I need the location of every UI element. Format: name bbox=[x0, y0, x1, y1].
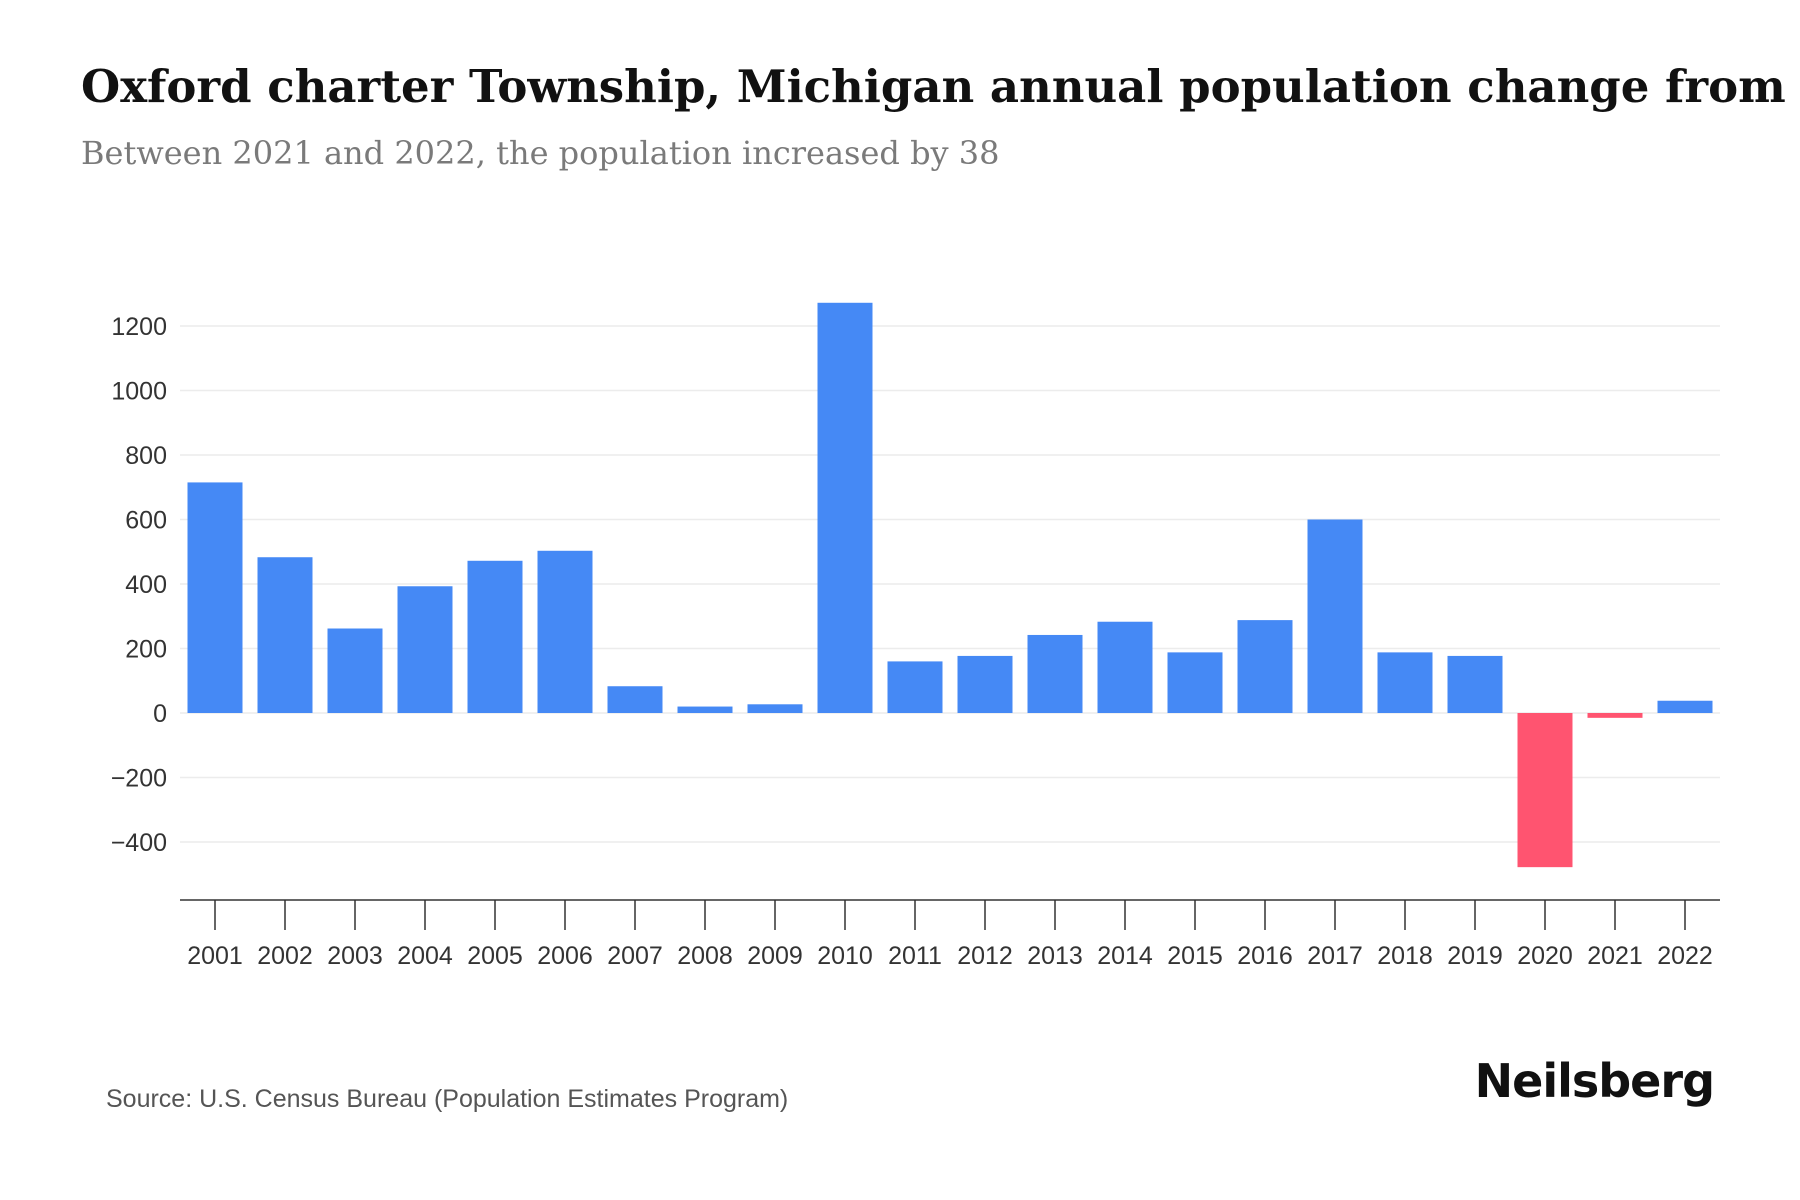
chart-subtitle: Between 2021 and 2022, the population in… bbox=[81, 134, 1000, 172]
y-tick-label: −400 bbox=[111, 829, 167, 857]
bar-2010 bbox=[817, 302, 873, 713]
x-tick-label: 2017 bbox=[1307, 942, 1363, 970]
x-tick-label: 2012 bbox=[957, 942, 1013, 970]
x-axis: 2001 2002 2003 2004 2005 2006 2007 2008 2009 2010… bbox=[180, 899, 1720, 970]
x-tick-label: 2002 bbox=[257, 942, 313, 970]
y-tick-label: 600 bbox=[125, 507, 167, 535]
x-tick-label: 2018 bbox=[1377, 942, 1433, 970]
x-tick-label: 2016 bbox=[1237, 942, 1293, 970]
bar-2022 bbox=[1657, 700, 1713, 713]
x-tick-label: 2006 bbox=[537, 942, 593, 970]
y-axis-ticks: 1200 1000 800 600 400 200 0 −200 −400 bbox=[111, 313, 167, 857]
x-tick-label: 2005 bbox=[467, 942, 523, 970]
x-tick-label: 2009 bbox=[747, 942, 803, 970]
chart-title: Oxford charter Township, Michigan annual… bbox=[81, 60, 1800, 113]
bar-2001 bbox=[187, 482, 243, 713]
x-tick-label: 2022 bbox=[1657, 942, 1713, 970]
bar-2017 bbox=[1307, 519, 1363, 713]
x-tick-label: 2013 bbox=[1027, 942, 1083, 970]
x-tick-label: 2015 bbox=[1167, 942, 1223, 970]
y-tick-label: −200 bbox=[111, 765, 167, 793]
x-tick-label: 2014 bbox=[1097, 942, 1153, 970]
gridlines bbox=[180, 325, 1720, 843]
bar-2002 bbox=[257, 557, 313, 713]
bar-2008 bbox=[677, 706, 733, 713]
x-tick-label: 2019 bbox=[1447, 942, 1503, 970]
bar-2011 bbox=[887, 661, 943, 713]
x-tick-label: 2003 bbox=[327, 942, 383, 970]
bar-2018 bbox=[1377, 652, 1433, 713]
bar-2020 bbox=[1517, 713, 1573, 868]
bar-2021 bbox=[1587, 713, 1643, 718]
y-tick-label: 200 bbox=[125, 636, 167, 664]
bar-2015 bbox=[1167, 652, 1223, 713]
bar-2016 bbox=[1237, 620, 1293, 713]
bar-2014 bbox=[1097, 621, 1153, 713]
y-tick-label: 800 bbox=[125, 442, 167, 470]
bar-2005 bbox=[467, 560, 523, 713]
bar-2004 bbox=[397, 586, 453, 713]
x-tick-label: 2010 bbox=[817, 942, 873, 970]
y-tick-label: 0 bbox=[153, 700, 167, 728]
bar-2019 bbox=[1447, 655, 1503, 713]
x-tick-label: 2011 bbox=[888, 942, 942, 970]
x-tick-label: 2001 bbox=[187, 942, 243, 970]
y-tick-label: 1200 bbox=[111, 313, 167, 341]
x-tick-label: 2004 bbox=[397, 942, 453, 970]
x-tick-label: 2021 bbox=[1587, 942, 1643, 970]
x-tick-label: 2020 bbox=[1517, 942, 1573, 970]
x-tick-label: 2007 bbox=[607, 942, 663, 970]
x-tick-label: 2008 bbox=[677, 942, 733, 970]
source-note: Source: U.S. Census Bureau (Population E… bbox=[106, 1085, 789, 1113]
y-tick-label: 1000 bbox=[111, 378, 167, 406]
bar-2006 bbox=[537, 550, 593, 713]
bar-2009 bbox=[747, 704, 803, 713]
bar-2012 bbox=[957, 655, 1013, 713]
y-tick-label: 400 bbox=[125, 571, 167, 599]
bar-2013 bbox=[1027, 634, 1083, 713]
bars bbox=[187, 302, 1713, 868]
brand-logo: Neilsberg bbox=[1474, 1054, 1715, 1108]
bar-2007 bbox=[607, 686, 663, 713]
bar-2003 bbox=[327, 628, 383, 713]
